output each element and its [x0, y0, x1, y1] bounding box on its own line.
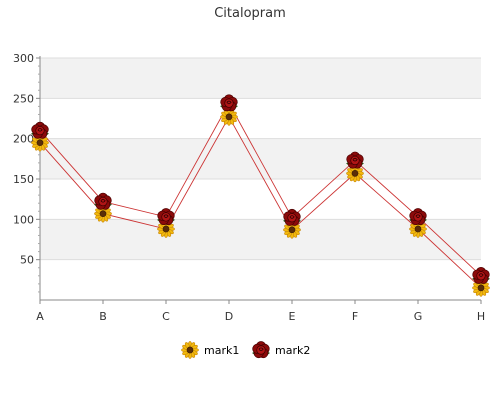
rose-swirl [478, 273, 484, 277]
gridlines [40, 57, 481, 261]
sunflower-icon [181, 341, 199, 359]
y-tick-label: 300 [13, 52, 34, 65]
rose-inner [476, 271, 486, 281]
y-tick-label: 200 [13, 133, 34, 146]
x-tick-label: H [477, 310, 485, 323]
rose-inner [413, 212, 423, 222]
rose-inner [350, 155, 360, 166]
rose-icon [31, 121, 49, 139]
rose-inner [224, 98, 234, 108]
data-point-mark1[interactable] [220, 108, 238, 126]
grid-band [40, 219, 481, 260]
data-point-mark2[interactable] [93, 192, 112, 211]
rose-inner [35, 126, 45, 136]
sunflower-center [162, 225, 170, 233]
x-tick-label: C [162, 310, 170, 323]
rose-inner [256, 345, 266, 355]
rose-icon [409, 208, 427, 226]
x-tick-label: A [36, 310, 44, 323]
data-point-mark2[interactable] [282, 208, 301, 227]
data-point-mark2[interactable] [30, 121, 49, 140]
rose-icon [157, 208, 175, 226]
rose-inner [161, 212, 171, 222]
x-tick-label: G [414, 310, 423, 323]
rose-swirl [100, 199, 106, 203]
series-points [30, 94, 490, 297]
x-axis-ticks: A B C D E F G H [36, 300, 485, 323]
y-tick-label: 100 [13, 213, 34, 226]
rose-swirl [289, 215, 295, 219]
sunflower-center [414, 225, 422, 233]
rose-icon [346, 151, 364, 169]
legend-label: mark2 [275, 344, 310, 357]
x-tick-label: D [225, 310, 233, 323]
data-point-mark1[interactable] [283, 220, 301, 239]
y-tick-label: 50 [20, 254, 34, 267]
y-tick-label: 150 [13, 173, 34, 186]
rose-swirl [415, 214, 421, 218]
sunflower-center [225, 113, 233, 121]
x-tick-label: E [289, 310, 296, 323]
rose-swirl [163, 214, 169, 218]
rose-swirl [226, 100, 232, 105]
data-point-mark2[interactable] [345, 151, 364, 170]
legend[interactable]: mark1 mark2 [181, 341, 310, 359]
y-axis-ticks: 50 100 150 200 250 300 [13, 52, 40, 293]
sunflower-center [288, 226, 296, 234]
rose-icon [283, 208, 301, 226]
sunflower-center [99, 210, 107, 218]
sunflower-center [36, 139, 44, 147]
series-line-mark1 [39, 115, 482, 289]
legend-item-mark1[interactable]: mark1 [181, 341, 239, 359]
sunflower-icon [283, 220, 301, 239]
rose-swirl [258, 347, 264, 352]
legend-label: mark1 [204, 344, 239, 357]
data-point-mark2[interactable] [471, 266, 490, 285]
x-tick-label: F [352, 310, 358, 323]
data-point-mark2[interactable] [219, 94, 238, 113]
rose-icon [252, 341, 270, 359]
legend-item-mark2[interactable]: mark2 [251, 341, 310, 360]
y-tick-label: 250 [13, 92, 34, 105]
rose-swirl [37, 128, 43, 132]
rose-icon [94, 192, 112, 210]
rose-icon [220, 94, 238, 112]
chart-title: Citalopram [214, 6, 286, 21]
grid-bands [40, 58, 481, 260]
rose-inner [287, 213, 297, 223]
sunflower-center [186, 346, 194, 354]
rose-icon [472, 266, 490, 284]
series-lines [39, 102, 482, 289]
series-line-mark2 [39, 102, 482, 277]
sunflower-center [351, 170, 359, 177]
grid-band [40, 138, 481, 179]
rose-swirl [352, 157, 358, 162]
data-point-mark2[interactable] [156, 208, 175, 226]
rose-inner [98, 196, 108, 207]
x-tick-label: B [99, 310, 107, 323]
sunflower-center [477, 284, 485, 292]
grid-band [40, 58, 481, 99]
data-point-mark2[interactable] [408, 208, 427, 226]
sunflower-icon [220, 108, 238, 126]
